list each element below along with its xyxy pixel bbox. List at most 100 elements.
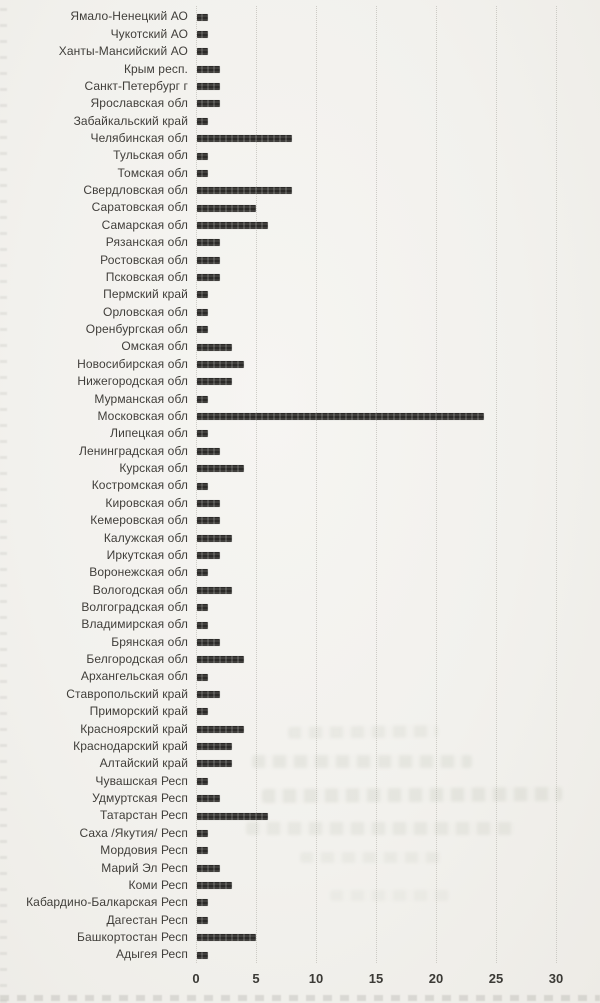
bar <box>197 239 220 247</box>
chart-row: Ленинградская обл <box>0 443 600 460</box>
chart-row: Адыгея Респ <box>0 946 600 963</box>
chart-row: Костромская обл <box>0 477 600 494</box>
bar <box>197 725 244 733</box>
chart-row: Красноярский край <box>0 721 600 738</box>
category-label: Тульская обл <box>113 148 188 163</box>
chart-row: Удмуртская Респ <box>0 790 600 807</box>
bar <box>197 169 208 177</box>
bar <box>197 847 208 855</box>
x-tick-label: 0 <box>192 971 200 986</box>
bar <box>197 187 292 195</box>
category-label: Волгоградская обл <box>81 599 188 614</box>
bar <box>197 117 208 125</box>
bar <box>197 274 220 282</box>
bar <box>197 395 208 403</box>
category-label: Костромская обл <box>91 478 188 493</box>
chart-row: Волгоградская обл <box>0 599 600 616</box>
gridline <box>436 6 437 963</box>
chart-row: Владимирская обл <box>0 616 600 633</box>
chart-row: Курская обл <box>0 460 600 477</box>
category-label: Чукотский АО <box>110 26 188 41</box>
gridline <box>316 6 317 963</box>
category-label: Псковская обл <box>105 269 188 284</box>
category-label: Ямало-Ненецкий АО <box>70 9 188 24</box>
category-label: Мордовия Респ <box>100 843 188 858</box>
bar <box>197 482 208 490</box>
bar <box>197 430 208 438</box>
category-label: Коми Респ <box>128 877 188 892</box>
bar <box>197 951 208 959</box>
bar <box>197 447 220 455</box>
bar <box>197 256 220 264</box>
category-label: Краснодарский край <box>73 738 188 753</box>
category-label: Новосибирская обл <box>77 356 188 371</box>
category-label: Рязанская обл <box>105 235 188 250</box>
chart-row: Рязанская обл <box>0 234 600 251</box>
chart-row: Краснодарский край <box>0 738 600 755</box>
chart-row: Ямало-Ненецкий АО <box>0 8 600 25</box>
bar <box>197 691 220 698</box>
category-label: Пермский край <box>103 287 188 302</box>
category-label: Ростовская обл <box>100 252 188 267</box>
bar <box>197 795 220 803</box>
category-label: Калужская обл <box>103 530 188 545</box>
chart-row: Пермский край <box>0 286 600 303</box>
chart-row: Томская обл <box>0 165 600 182</box>
category-label: Курская обл <box>119 461 188 476</box>
bar <box>197 83 220 91</box>
category-label: Вологодская обл <box>92 582 188 597</box>
chart-row: Липецкая обл <box>0 425 600 442</box>
x-tick-label: 10 <box>308 971 324 986</box>
bar <box>197 899 208 907</box>
bar <box>197 552 220 560</box>
bar <box>197 604 208 612</box>
category-label: Томская обл <box>117 165 188 180</box>
bar <box>197 343 232 351</box>
chart-row: Белгородская обл <box>0 651 600 668</box>
chart-row: Архангельская обл <box>0 668 600 685</box>
bar <box>197 829 208 837</box>
gridline <box>556 6 557 963</box>
category-label: Кировская обл <box>105 495 188 510</box>
chart-row: Псковская обл <box>0 269 600 286</box>
bar <box>197 534 232 542</box>
chart-row: Ростовская обл <box>0 252 600 269</box>
chart-row: Ханты-Мансийский АО <box>0 43 600 60</box>
category-label: Владимирская обл <box>81 617 188 632</box>
gridline <box>196 6 197 963</box>
bar <box>197 378 232 386</box>
chart-row: Омская обл <box>0 338 600 355</box>
bar <box>197 48 208 56</box>
bar <box>197 569 208 577</box>
category-label: Алтайский край <box>99 756 188 771</box>
chart-row: Мордовия Респ <box>0 842 600 859</box>
category-label: Адыгея Респ <box>116 947 188 962</box>
category-label: Воронежская обл <box>89 565 188 580</box>
chart-row: Коми Респ <box>0 877 600 894</box>
chart-row: Нижегородская обл <box>0 373 600 390</box>
category-label: Иркутская обл <box>106 547 188 562</box>
chart-row: Московская обл <box>0 408 600 425</box>
chart-row: Чувашская Респ <box>0 773 600 790</box>
chart-row: Марий Эл Респ <box>0 860 600 877</box>
bar <box>197 743 232 751</box>
category-label: Башкортостан Респ <box>76 930 188 944</box>
chart-row: Иркутская обл <box>0 547 600 564</box>
x-tick-label: 5 <box>252 971 260 986</box>
category-label: Приморский край <box>89 704 188 719</box>
x-tick-label: 30 <box>548 971 564 986</box>
bar <box>197 777 208 785</box>
category-label: Ставропольский край <box>66 686 188 701</box>
category-label: Санкт-Петербург г <box>84 78 188 93</box>
chart-row: Воронежская обл <box>0 564 600 581</box>
chart-row: Брянская обл <box>0 634 600 651</box>
x-tick-label: 25 <box>488 971 504 986</box>
category-label: Челябинская обл <box>90 130 188 145</box>
bar <box>197 517 220 525</box>
category-label: Мурманская обл <box>94 391 188 406</box>
category-label: Саха /Якутия/ Респ <box>79 825 188 840</box>
bar <box>197 673 208 681</box>
gridline <box>376 6 377 963</box>
